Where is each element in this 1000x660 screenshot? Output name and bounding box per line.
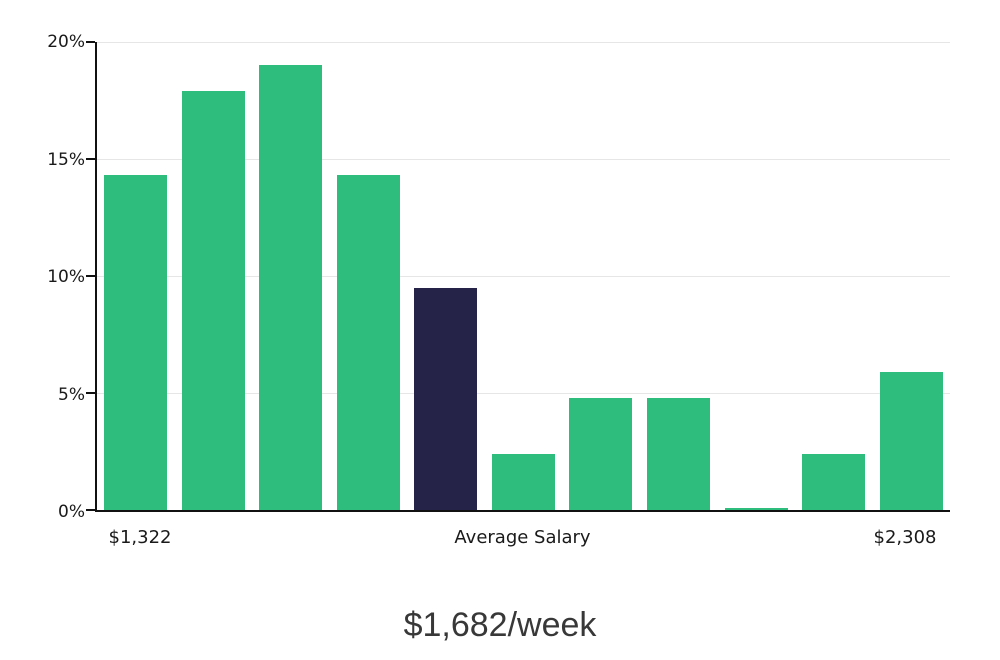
gridline — [97, 42, 950, 43]
x-label-min: $1,322 — [108, 527, 172, 548]
y-tick-mark — [86, 275, 95, 277]
bar — [646, 397, 710, 510]
y-tick-label: 0% — [58, 502, 85, 522]
bar — [569, 397, 633, 510]
y-tick-mark — [86, 509, 95, 511]
bar — [104, 175, 168, 510]
y-tick-mark — [86, 392, 95, 394]
gridline — [97, 393, 950, 394]
y-tick-mark — [86, 158, 95, 160]
gridline — [97, 276, 950, 277]
bar — [259, 65, 323, 510]
y-tick-label: 10% — [47, 267, 85, 287]
gridline — [97, 159, 950, 160]
chart-title: $1,682/week — [403, 606, 597, 644]
x-label-average-salary: Average Salary — [454, 527, 591, 548]
gridlines — [86, 41, 950, 511]
bars — [97, 42, 950, 510]
y-tick-label: 20% — [47, 32, 85, 52]
y-tick-mark — [86, 41, 95, 43]
bar — [724, 507, 788, 510]
bar — [491, 453, 555, 510]
bar — [414, 287, 478, 510]
plot-area — [86, 41, 950, 512]
bar — [336, 175, 400, 510]
x-axis: $1,322 Average Salary $2,308 — [95, 527, 950, 557]
bar — [181, 91, 245, 510]
x-label-max: $2,308 — [873, 527, 937, 548]
y-tick-label: 15% — [47, 149, 85, 170]
bar — [802, 453, 866, 510]
bar — [879, 371, 943, 510]
y-axis-labels: 20% 15% 10% 5% 0% — [0, 32, 85, 522]
y-tick-label: 5% — [58, 384, 85, 405]
